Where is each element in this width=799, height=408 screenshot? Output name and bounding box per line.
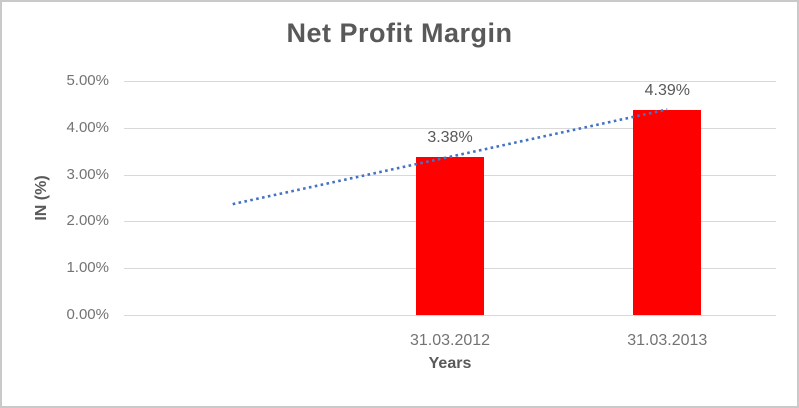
bar-31.03.2012 [416,156,484,315]
y-axis-tick-label: 1.00% [66,259,109,277]
y-axis-tick-label: 0.00% [66,306,109,323]
chart-title: Net Profit Margin [286,18,513,48]
y-axis-tick-label: 4.00% [66,118,109,136]
bar-data-label: 4.39% [644,81,690,99]
y-axis-tick-label: 5.00% [66,72,109,89]
y-axis-tick-label: 2.00% [66,212,109,230]
x-axis-title: Years [428,355,472,372]
gridline [124,315,776,316]
gridline [124,81,776,82]
y-axis-tick-label: 3.00% [66,165,109,183]
bar-31.03.2013 [633,109,702,315]
x-axis-tick-label: 31.03.2012 [409,332,491,349]
x-axis-tick-label: 31.03.2013 [627,332,708,349]
bar-data-label: 3.38% [427,128,473,146]
